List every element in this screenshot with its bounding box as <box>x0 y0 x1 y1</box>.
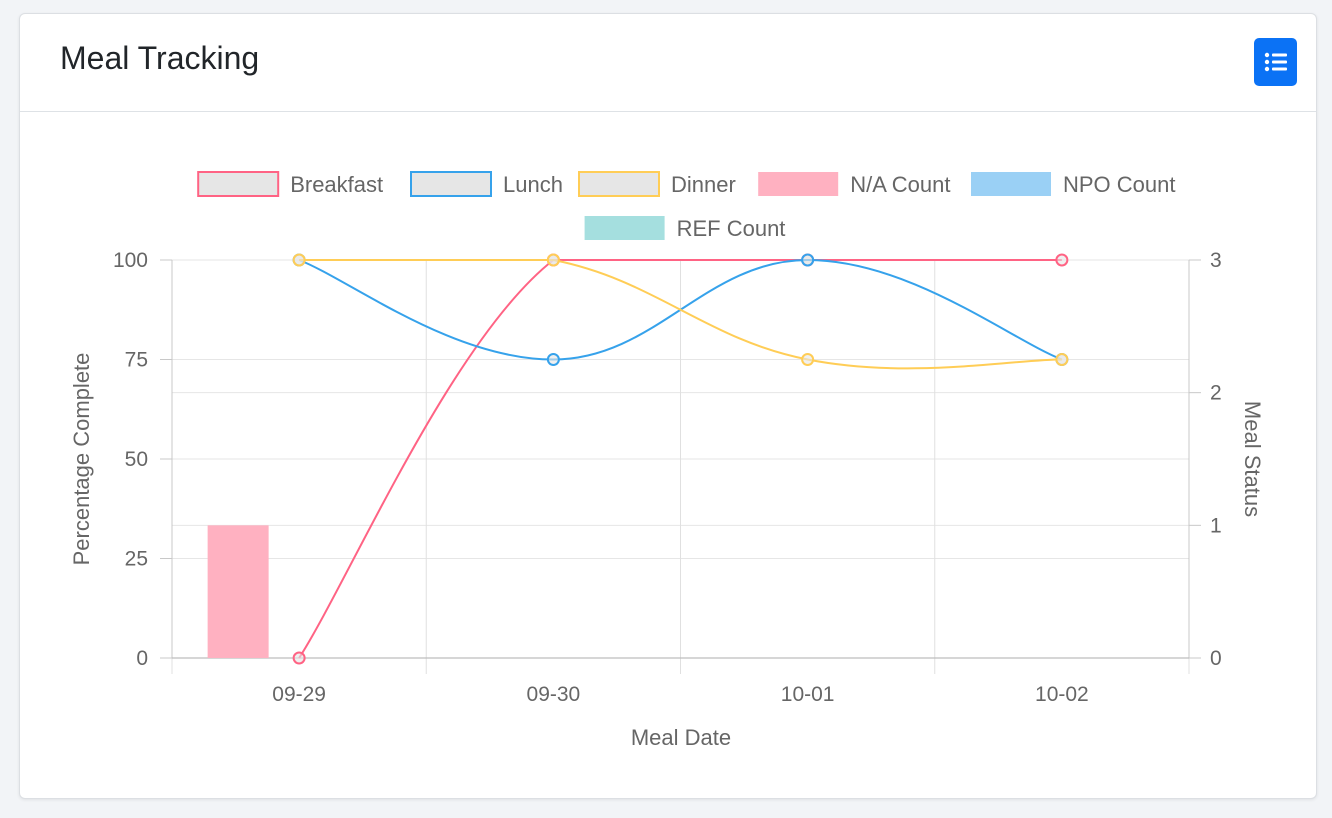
bar-n-a-count <box>207 525 269 658</box>
y-left-tick-label: 75 <box>125 349 148 372</box>
y-left-tick-label: 0 <box>136 647 148 670</box>
y-right-tick-label: 2 <box>1210 382 1222 405</box>
line-breakfast <box>298 259 1062 659</box>
legend-label-breakfast: Breakfast <box>290 172 383 197</box>
x-tick-label: 09-29 <box>272 683 326 706</box>
legend-label-npo-count: NPO Count <box>1063 172 1176 197</box>
legend-swatch-npo-count <box>971 172 1051 196</box>
y-left-tick-label: 25 <box>125 548 148 571</box>
meal-tracking-card: Meal Tracking <box>19 13 1317 799</box>
point-breakfast <box>292 651 306 665</box>
y-left-tick-label: 50 <box>125 448 148 471</box>
point-dinner <box>546 253 560 267</box>
point-dinner <box>1055 353 1069 366</box>
point-lunch <box>546 353 560 366</box>
y-axis-left-title: Percentage Complete <box>69 353 94 566</box>
list-view-button[interactable] <box>1254 38 1297 86</box>
list-icon <box>1264 52 1287 72</box>
y-right-tick-label: 3 <box>1210 249 1222 272</box>
legend-swatch-breakfast <box>197 171 280 197</box>
point-breakfast <box>1055 253 1069 267</box>
legend-label-lunch: Lunch <box>503 172 563 197</box>
x-tick-label: 09-30 <box>527 683 581 706</box>
card-title: Meal Tracking <box>60 40 260 76</box>
card-header: Meal Tracking <box>20 14 1316 112</box>
legend-swatch-n-a-count <box>758 172 839 196</box>
point-dinner <box>801 353 815 366</box>
y-right-tick-label: 1 <box>1210 514 1222 537</box>
point-lunch <box>801 253 815 267</box>
point-dinner <box>292 253 306 267</box>
x-tick-label: 10-02 <box>1035 683 1089 706</box>
y-right-tick-label: 0 <box>1210 647 1222 670</box>
legend-swatch-lunch <box>410 171 492 197</box>
line-dinner <box>299 259 1062 370</box>
x-tick-label: 10-01 <box>781 683 835 706</box>
legend-label-dinner: Dinner <box>671 172 736 197</box>
y-left-tick-label: 100 <box>113 249 148 272</box>
legend-label-n-a-count: N/A Count <box>850 172 950 197</box>
y-axis-right-title: Meal Status <box>1240 401 1265 517</box>
x-axis-title: Meal Date <box>631 725 731 750</box>
legend-swatch-dinner <box>578 171 660 197</box>
legend-label-ref-count: REF Count <box>677 216 786 241</box>
legend-swatch-ref-count <box>584 216 665 240</box>
